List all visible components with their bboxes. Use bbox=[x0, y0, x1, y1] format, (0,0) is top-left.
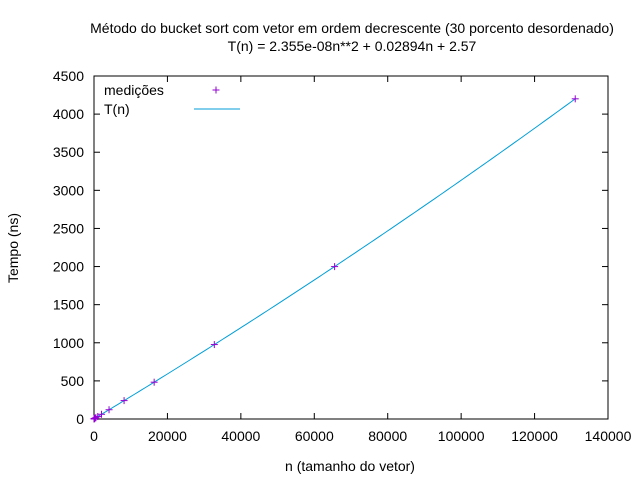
y-tick-label: 3000 bbox=[53, 182, 84, 198]
y-tick-label: 4500 bbox=[53, 68, 84, 84]
x-tick-label: 40000 bbox=[221, 428, 260, 444]
y-tick-label: 3500 bbox=[53, 144, 84, 160]
data-point bbox=[120, 397, 128, 405]
x-axis-ticks: 0 20000 40000 60000 80000 100000 120000 140000 bbox=[90, 76, 632, 444]
x-tick-label: 20000 bbox=[148, 428, 187, 444]
x-tick-label: 60000 bbox=[295, 428, 334, 444]
y-axis-label: Tempo (ns) bbox=[5, 213, 21, 283]
data-point bbox=[92, 414, 100, 422]
data-point bbox=[331, 263, 339, 271]
x-tick-label: 140000 bbox=[585, 428, 632, 444]
x-tick-label: 120000 bbox=[511, 428, 558, 444]
y-tick-label: 1000 bbox=[53, 335, 84, 351]
fit-line-layer bbox=[93, 98, 576, 420]
chart-subtitle: T(n) = 2.355e-08n**2 + 0.02894n + 2.57 bbox=[228, 38, 477, 54]
fit-curve bbox=[93, 98, 576, 420]
data-point bbox=[98, 410, 106, 418]
data-point bbox=[571, 95, 579, 103]
y-tick-label: 4000 bbox=[53, 106, 84, 122]
legend-label-medicoes: medições bbox=[104, 82, 164, 98]
data-point bbox=[105, 406, 113, 414]
data-points-layer bbox=[90, 95, 579, 423]
x-tick-label: 80000 bbox=[368, 428, 407, 444]
legend-marker-medicoes bbox=[212, 86, 220, 94]
plot-border bbox=[93, 75, 609, 420]
x-tick-label: 0 bbox=[90, 428, 98, 444]
legend: medições T(n) bbox=[104, 82, 240, 117]
x-tick-label: 100000 bbox=[438, 428, 485, 444]
y-tick-label: 2000 bbox=[53, 259, 84, 275]
data-point bbox=[210, 341, 218, 349]
axes-frame bbox=[93, 75, 609, 420]
y-tick-label: 500 bbox=[61, 373, 85, 389]
chart-title: Método do bucket sort com vetor em ordem… bbox=[90, 20, 614, 36]
y-tick-label: 0 bbox=[76, 411, 84, 427]
data-point bbox=[150, 378, 158, 386]
y-tick-label: 2500 bbox=[53, 220, 84, 236]
y-tick-label: 1500 bbox=[53, 297, 84, 313]
legend-label-fit: T(n) bbox=[104, 101, 130, 117]
y-axis-ticks: 0 500 1000 1500 2000 2500 3000 3500 4000 4500 bbox=[53, 68, 608, 427]
x-axis-label: n (tamanho do vetor) bbox=[285, 458, 415, 474]
data-point bbox=[94, 413, 102, 421]
